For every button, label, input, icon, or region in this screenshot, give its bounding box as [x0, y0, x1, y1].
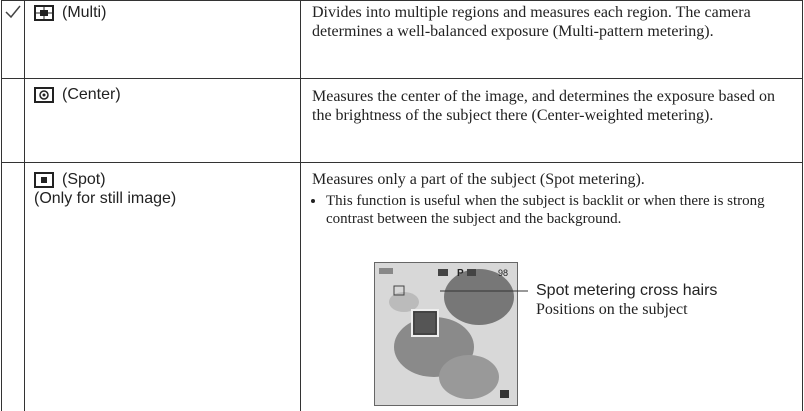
mode-name: (Center): [62, 86, 121, 103]
rule: [24, 0, 25, 411]
bullet: This function is useful when the subject…: [326, 192, 798, 228]
multi-icon: [34, 5, 54, 21]
check-icon: [5, 5, 21, 19]
rule: [802, 0, 803, 411]
description: Divides into multiple regions and measur…: [312, 4, 751, 40]
rule: [1, 0, 803, 1]
bullet-list: This function is useful when the subject…: [312, 190, 798, 228]
callout-text: Positions on the subject: [536, 301, 688, 318]
camera-screen: P 98: [374, 262, 518, 406]
callout-title: Spot metering cross hairs: [536, 282, 718, 299]
rule: [1, 162, 803, 163]
spot-icon: [34, 172, 54, 188]
screen-count: 98: [498, 268, 508, 278]
rule: [1, 0, 2, 411]
screen-mode: P: [457, 268, 464, 279]
rule: [300, 0, 301, 411]
mode-name: (Spot): [62, 171, 106, 188]
description: Measures only a part of the subject (Spo…: [312, 171, 645, 188]
center-icon: [34, 87, 54, 103]
rule: [1, 78, 803, 79]
mode-note: (Only for still image): [34, 190, 177, 207]
callout-line: [440, 290, 528, 292]
description: Measures the center of the image, and de…: [312, 88, 775, 124]
mode-name: (Multi): [62, 4, 107, 21]
